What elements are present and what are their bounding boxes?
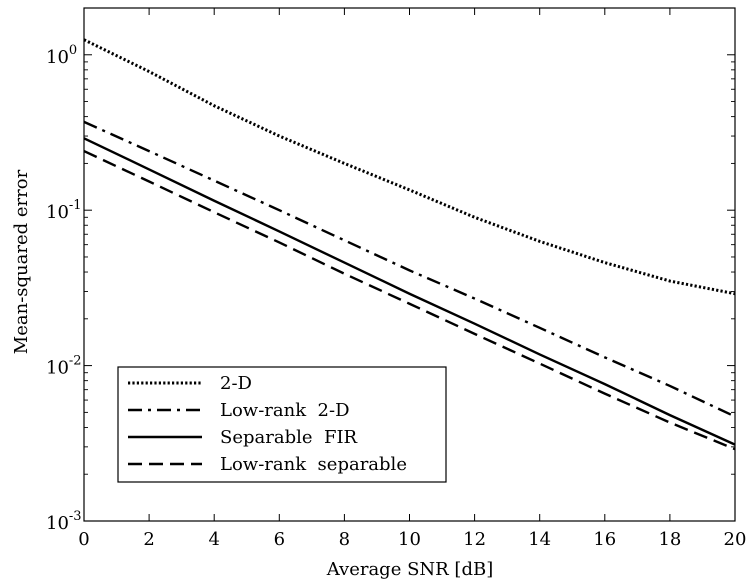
x-axis-label: Average SNR [dB] (326, 559, 493, 580)
series-line-1 (83, 120, 736, 418)
y-tick-label: 100 (46, 43, 77, 68)
x-tick-label: 12 (463, 529, 486, 550)
x-tick-label: 0 (78, 529, 89, 550)
y-tick-label: 10-1 (46, 198, 82, 223)
x-tick-label: 10 (398, 529, 421, 550)
x-tick-label: 16 (593, 529, 616, 550)
x-tick-label: 14 (528, 529, 551, 550)
x-tick-label: 8 (339, 529, 350, 550)
series-line-2 (83, 137, 736, 446)
y-tick-label: 10-3 (46, 509, 82, 534)
legend-label-2: Separable FIR (220, 427, 358, 448)
x-tick-label: 20 (724, 529, 747, 550)
y-tick-label: 10-2 (46, 354, 82, 379)
legend-label-1: Low-rank 2-D (220, 400, 350, 421)
series-line-0 (83, 38, 736, 296)
x-tick-label: 18 (658, 529, 681, 550)
legend-label-0: 2-D (220, 373, 252, 394)
y-axis-label: Mean-squared error (11, 169, 32, 354)
plot-area: 0 2 4 6 8 10 12 14 16 18 20 10-3 10-2 10-1 100 (46, 7, 747, 550)
series-line-3 (83, 150, 736, 451)
legend-label-3: Low-rank separable (220, 454, 407, 475)
x-tick-label: 4 (208, 529, 219, 550)
x-tick-label: 6 (274, 529, 285, 550)
legend: 2-D Low-rank 2-D Separable FIR Low-rank sep… (117, 366, 447, 483)
x-tick-label: 2 (143, 529, 154, 550)
